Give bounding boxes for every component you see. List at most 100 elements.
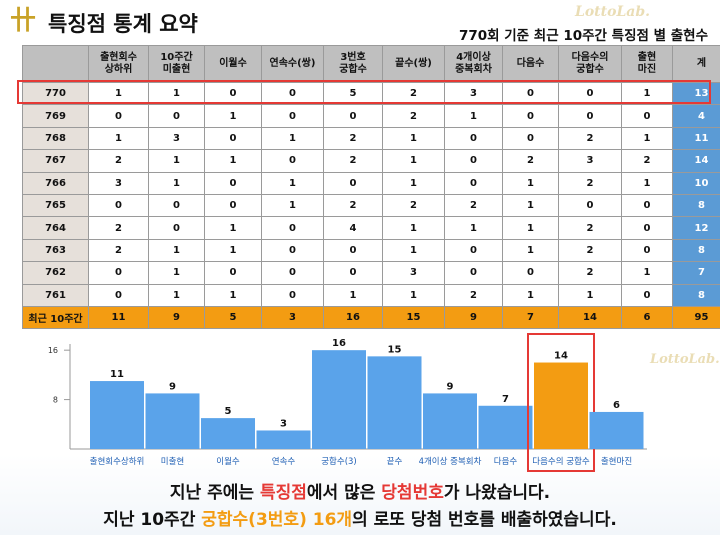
column-header: 10주간 미출현 bbox=[148, 45, 205, 83]
category-label: 이월수 bbox=[216, 456, 240, 467]
count-cell: 1 bbox=[323, 283, 383, 307]
summary-line-1: 지난 주에는 특징점에서 많은 당첨번호가 나왔습니다. bbox=[0, 478, 720, 503]
bar-value-label: 6 bbox=[613, 400, 620, 411]
count-cell: 0 bbox=[88, 193, 149, 218]
column-header: 연속수(쌍) bbox=[261, 45, 324, 83]
count-cell: 0 bbox=[261, 283, 324, 307]
count-cell: 0 bbox=[261, 81, 324, 106]
bar-value-label: 9 bbox=[447, 381, 454, 392]
count-cell: 2 bbox=[558, 238, 622, 263]
category-label: 연속수 bbox=[272, 457, 296, 467]
count-cell: 1 bbox=[382, 216, 445, 240]
draw-number-cell: 761 bbox=[22, 283, 89, 307]
count-cell: 2 bbox=[323, 149, 383, 173]
category-label: 끝수 bbox=[387, 457, 403, 467]
y-tick-label: 8 bbox=[53, 396, 58, 405]
category-label: 다음수 bbox=[494, 457, 518, 467]
count-cell: 5 bbox=[323, 81, 383, 106]
count-cell: 1 bbox=[502, 171, 559, 195]
count-cell: 1 bbox=[204, 149, 262, 173]
footer-sum-cell: 6 bbox=[621, 305, 673, 329]
count-cell: 2 bbox=[88, 238, 149, 263]
count-cell: 1 bbox=[502, 238, 559, 263]
count-cell: 1 bbox=[444, 104, 503, 128]
column-header: 4개이상 중복회차 bbox=[444, 45, 503, 83]
draw-number-cell: 764 bbox=[22, 216, 89, 240]
count-cell: 1 bbox=[148, 149, 205, 173]
count-cell: 2 bbox=[444, 193, 503, 218]
draw-number-cell: 765 bbox=[22, 193, 89, 218]
category-label: 궁합수(3) bbox=[321, 457, 357, 467]
category-label: 미출현 bbox=[161, 456, 184, 467]
footer-sum-cell: 7 bbox=[502, 305, 559, 329]
count-cell: 2 bbox=[323, 193, 383, 218]
category-label: 다음수의 궁합수 bbox=[532, 456, 590, 467]
count-cell: 2 bbox=[558, 216, 622, 240]
count-cell: 2 bbox=[502, 149, 559, 173]
count-cell: 0 bbox=[88, 104, 149, 128]
draw-number-cell: 768 bbox=[22, 126, 89, 151]
count-cell: 3 bbox=[148, 126, 205, 151]
draw-number-cell: 763 bbox=[22, 238, 89, 263]
bar-value-label: 3 bbox=[280, 418, 287, 429]
count-cell: 2 bbox=[323, 126, 383, 151]
bar-value-label: 11 bbox=[110, 369, 124, 380]
count-cell: 1 bbox=[502, 216, 559, 240]
count-cell: 0 bbox=[88, 261, 149, 285]
highlight-box-bar bbox=[527, 333, 595, 472]
footer-sum-cell: 16 bbox=[323, 305, 383, 329]
column-header-empty bbox=[22, 45, 89, 83]
column-header: 끝수(쌍) bbox=[382, 45, 445, 83]
draw-number-cell: 770 bbox=[22, 81, 89, 106]
column-header: 다음수 bbox=[502, 45, 559, 83]
count-cell: 2 bbox=[382, 104, 445, 128]
count-cell: 1 bbox=[204, 283, 262, 307]
table-row: 767 2 1 1 0 2 1 0 2 3 2 14 bbox=[22, 149, 720, 173]
count-cell: 0 bbox=[444, 171, 503, 195]
count-cell: 0 bbox=[502, 261, 559, 285]
bar-value-label: 5 bbox=[225, 406, 232, 417]
count-cell: 0 bbox=[148, 216, 205, 240]
count-cell: 0 bbox=[502, 81, 559, 106]
column-header: 다음수의 궁합수 bbox=[558, 45, 622, 83]
table-row: 764 2 0 1 0 4 1 1 1 2 0 12 bbox=[22, 216, 720, 240]
count-cell: 1 bbox=[261, 126, 324, 151]
count-cell: 1 bbox=[621, 261, 673, 285]
count-cell: 0 bbox=[261, 104, 324, 128]
count-cell: 0 bbox=[502, 104, 559, 128]
footer-sum-cell: 5 bbox=[204, 305, 262, 329]
table-subtitle: 770회 기준 최근 10주간 특징점 별 출현수 bbox=[458, 28, 708, 44]
count-cell: 0 bbox=[204, 193, 262, 218]
page-title: 특징점 통계 요약 bbox=[48, 12, 198, 36]
bar-value-label: 16 bbox=[332, 338, 346, 349]
count-cell: 0 bbox=[621, 193, 673, 218]
count-cell: 2 bbox=[88, 149, 149, 173]
draw-number-cell: 769 bbox=[22, 104, 89, 128]
count-cell: 1 bbox=[261, 193, 324, 218]
count-cell: 1 bbox=[88, 126, 149, 151]
count-cell: 1 bbox=[382, 171, 445, 195]
count-cell: 1 bbox=[148, 81, 205, 106]
count-cell: 2 bbox=[558, 261, 622, 285]
count-cell: 0 bbox=[558, 193, 622, 218]
footer-label-cell: 최근 10주간 bbox=[22, 305, 89, 329]
table-header-row: 출현회수 상하위 10주간 미출현 이월수 연속수(쌍) 3번호 궁합수 끝수(쌍) 4개이상 중복… bbox=[22, 45, 720, 83]
bar bbox=[201, 418, 255, 449]
row-total-cell: 8 bbox=[672, 238, 720, 263]
count-cell: 1 bbox=[204, 216, 262, 240]
column-header: 이월수 bbox=[204, 45, 262, 83]
count-cell: 0 bbox=[444, 126, 503, 151]
table-row: 766 3 1 0 1 0 1 0 1 2 1 10 bbox=[22, 171, 720, 195]
count-cell: 0 bbox=[204, 261, 262, 285]
count-cell: 1 bbox=[558, 283, 622, 307]
summary-text: 의 로또 당첨 번호를 배출하였습니다. bbox=[352, 510, 617, 530]
count-cell: 0 bbox=[621, 238, 673, 263]
category-label: 출현회수상하위 bbox=[90, 456, 145, 467]
count-cell: 1 bbox=[261, 171, 324, 195]
count-cell: 0 bbox=[148, 104, 205, 128]
bar bbox=[367, 356, 422, 449]
count-cell: 0 bbox=[558, 81, 622, 106]
count-cell: 3 bbox=[382, 261, 445, 285]
count-cell: 0 bbox=[444, 261, 503, 285]
row-total-cell: 13 bbox=[672, 81, 720, 106]
